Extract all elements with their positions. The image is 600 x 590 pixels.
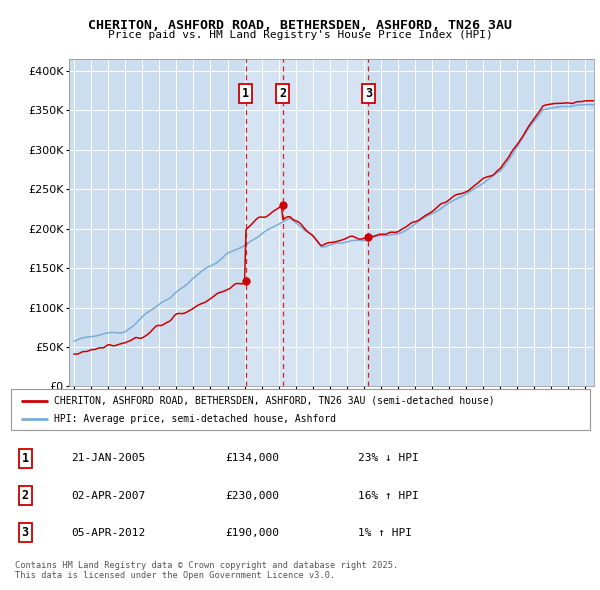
Text: £134,000: £134,000	[225, 454, 279, 463]
Text: 1: 1	[22, 452, 29, 465]
Text: 02-APR-2007: 02-APR-2007	[71, 491, 146, 500]
Text: 2: 2	[280, 87, 286, 100]
Text: 1% ↑ HPI: 1% ↑ HPI	[358, 528, 412, 537]
Text: CHERITON, ASHFORD ROAD, BETHERSDEN, ASHFORD, TN26 3AU: CHERITON, ASHFORD ROAD, BETHERSDEN, ASHF…	[88, 19, 512, 32]
Text: 3: 3	[365, 87, 372, 100]
Text: 1: 1	[242, 87, 249, 100]
Bar	[283, 59, 368, 386]
Text: HPI: Average price, semi-detached house, Ashford: HPI: Average price, semi-detached house,…	[54, 414, 336, 424]
Text: 3: 3	[22, 526, 29, 539]
Text: £190,000: £190,000	[225, 528, 279, 537]
Text: Contains HM Land Registry data © Crown copyright and database right 2025.
This d: Contains HM Land Registry data © Crown c…	[15, 560, 398, 580]
Bar	[245, 59, 283, 386]
Text: CHERITON, ASHFORD ROAD, BETHERSDEN, ASHFORD, TN26 3AU (semi-detached house): CHERITON, ASHFORD ROAD, BETHERSDEN, ASHF…	[54, 396, 495, 406]
Text: 16% ↑ HPI: 16% ↑ HPI	[358, 491, 419, 500]
Text: 2: 2	[22, 489, 29, 502]
Text: £230,000: £230,000	[225, 491, 279, 500]
Text: 23% ↓ HPI: 23% ↓ HPI	[358, 454, 419, 463]
Text: 05-APR-2012: 05-APR-2012	[71, 528, 146, 537]
FancyBboxPatch shape	[11, 389, 590, 430]
Text: Price paid vs. HM Land Registry's House Price Index (HPI): Price paid vs. HM Land Registry's House …	[107, 30, 493, 40]
Text: 21-JAN-2005: 21-JAN-2005	[71, 454, 146, 463]
